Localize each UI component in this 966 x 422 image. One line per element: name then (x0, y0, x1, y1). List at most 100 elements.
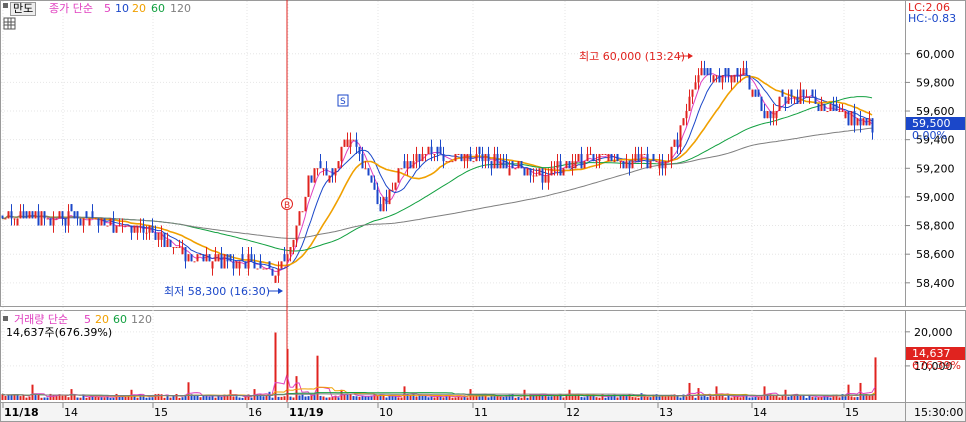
vol-ma-label-60: 60 (113, 313, 127, 326)
volume-bar (811, 396, 814, 400)
candle-body (751, 89, 754, 97)
volume-bar (757, 396, 760, 400)
candle-body (103, 218, 106, 226)
sell-marker[interactable]: S (337, 94, 349, 107)
volume-bar (823, 395, 826, 400)
candle-body (232, 261, 235, 269)
volume-bar (691, 395, 694, 400)
candle-body (31, 211, 34, 219)
candle-body (388, 189, 391, 205)
price-tick-label: 58,600 (916, 248, 955, 261)
candle-body (793, 96, 796, 98)
volume-bar (700, 396, 703, 400)
volume-bar (523, 389, 526, 400)
volume-bar (295, 376, 298, 400)
volume-bar (592, 394, 595, 400)
volume-bar (181, 397, 184, 400)
volume-bar (184, 394, 187, 400)
candle-body (370, 175, 373, 183)
volume-bar (772, 394, 775, 400)
candle-body (142, 225, 145, 233)
candle-body (466, 153, 469, 162)
volume-bar (556, 395, 559, 400)
candle-body (436, 146, 439, 154)
volume-bar (343, 394, 346, 400)
candle-body (697, 75, 700, 83)
candle-body (445, 161, 448, 163)
mando-button[interactable]: 만도 (10, 2, 37, 16)
date-tick-label: 15 (154, 406, 168, 419)
candle-body (280, 261, 283, 269)
candle-body (172, 247, 175, 249)
volume-bar (337, 397, 340, 400)
candle-body (565, 161, 568, 169)
volume-bar (667, 396, 670, 400)
volume-bar (553, 395, 556, 400)
candle-body (454, 153, 457, 162)
vol-ma-line-20 (1, 386, 876, 397)
volume-bar (67, 397, 70, 400)
volume-bar (427, 397, 430, 400)
volume-bar (103, 397, 106, 400)
grid-toggle-icon[interactable] (3, 17, 16, 30)
volume-bar (640, 393, 643, 400)
volume-bar (193, 395, 196, 400)
volume-bar (304, 396, 307, 400)
volume-bar (82, 394, 85, 400)
volume-bar (205, 394, 208, 400)
candle-body (571, 161, 574, 169)
volume-bar (463, 395, 466, 400)
volume-bar (790, 395, 793, 400)
volume-bar (346, 394, 349, 400)
volume-bar (121, 396, 124, 400)
svg-text:S: S (340, 97, 346, 107)
volume-bar (619, 395, 622, 400)
buy-marker[interactable]: B (281, 198, 293, 212)
volume-bar (358, 396, 361, 400)
candle-body (823, 103, 826, 112)
volume-bar (457, 395, 460, 400)
candle-body (601, 153, 604, 155)
candle-body (442, 153, 445, 162)
candle-body (499, 161, 502, 169)
volume-legend-title: 거래량 단순 (14, 313, 68, 326)
candle-body (67, 211, 70, 226)
volume-bar (379, 394, 382, 400)
volume-bar (433, 397, 436, 400)
candle-body (289, 247, 292, 255)
volume-bar (160, 394, 163, 400)
volume-bar (43, 397, 46, 400)
price-tick-label: 59,000 (916, 191, 955, 204)
volume-bar (829, 397, 832, 400)
price-tick-label: 58,800 (916, 220, 955, 233)
volume-bar (163, 397, 166, 400)
date-tick-label: 14 (753, 406, 767, 419)
candle-body (49, 218, 52, 226)
candle-body (250, 254, 253, 262)
volume-bar (832, 394, 835, 400)
candle-body (211, 261, 214, 269)
volume-bar (40, 397, 43, 400)
candle-body (568, 161, 571, 169)
low-label: 최저 58,300 (16:30) (164, 285, 270, 298)
volume-bar (382, 395, 385, 400)
candle-body (331, 168, 334, 176)
candle-body (10, 211, 13, 219)
volume-bar (247, 394, 250, 400)
candle-body (595, 161, 598, 163)
volume-bar (94, 396, 97, 400)
volume-bar (334, 395, 337, 400)
candle-body (223, 254, 226, 269)
volume-bar (625, 395, 628, 400)
candle-body (187, 254, 190, 262)
volume-bar (277, 396, 280, 400)
candle-body (514, 168, 517, 170)
candle-body (433, 153, 436, 155)
candle-body (256, 268, 259, 270)
candle-body (526, 168, 529, 176)
ma-label-20: 20 (132, 2, 146, 15)
candle-body (424, 153, 427, 155)
time-label: 15:30:00 (914, 406, 963, 419)
volume-bar (454, 397, 457, 400)
